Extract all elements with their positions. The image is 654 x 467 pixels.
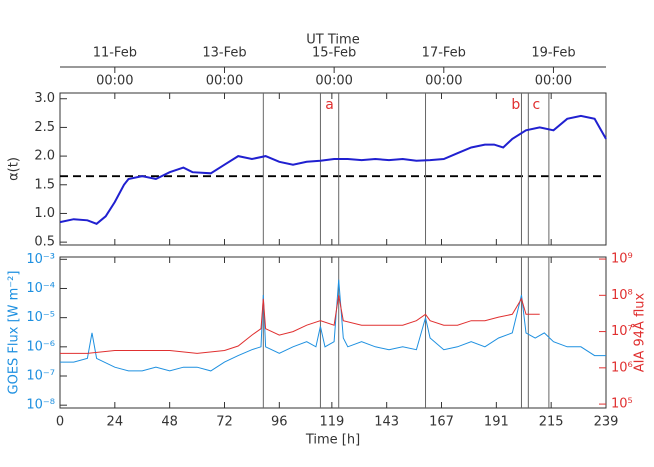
y-tick-label: 0.5 [34, 235, 55, 250]
x-tick-label: 48 [161, 415, 178, 430]
x-tick-label: 72 [216, 415, 233, 430]
series-line [60, 295, 540, 354]
top-tick-label: 15-Feb [312, 46, 356, 61]
y-tick-label: 10⁻⁷ [26, 369, 55, 384]
annotation: a [325, 97, 334, 113]
series-line [60, 279, 606, 372]
x-tick-label: 239 [594, 415, 619, 430]
x-tick-label: 0 [56, 415, 64, 430]
top-axis-label: UT Time [306, 33, 359, 48]
top-tick-sublabel: 00:00 [96, 74, 133, 89]
top-tick-sublabel: 00:00 [535, 74, 572, 89]
top-tick-sublabel: 00:00 [425, 74, 462, 89]
y2-tick-label: 10⁹ [611, 252, 633, 267]
x-tick-label: 119 [319, 415, 344, 430]
y-axis-label: GOES Flux [W m⁻²] [7, 271, 22, 395]
x-tick-label: 24 [107, 415, 124, 430]
y-tick-label: 10⁻⁵ [26, 310, 55, 325]
y-tick-label: 10⁻⁸ [26, 398, 55, 413]
y-tick-label: 10⁻⁴ [26, 281, 55, 296]
x-tick-label: 143 [374, 415, 399, 430]
top-tick-label: 11-Feb [93, 46, 137, 61]
y-tick-label: 3.0 [34, 91, 55, 106]
top-tick-sublabel: 00:00 [315, 74, 352, 89]
plot-frame [59, 256, 607, 409]
y-axis-label: α(t) [7, 157, 22, 181]
y-tick-label: 2.5 [34, 120, 55, 135]
y-tick-label: 1.5 [34, 177, 55, 192]
x-tick-label: 191 [484, 415, 509, 430]
top-tick-label: 17-Feb [422, 46, 466, 61]
x-tick-label: 167 [429, 415, 454, 430]
top-tick-sublabel: 00:00 [206, 74, 243, 89]
series-line [59, 114, 607, 225]
x-tick-label: 96 [271, 415, 288, 430]
y2-tick-label: 10⁶ [611, 360, 633, 375]
y2-axis-label: AIA 94Å flux [632, 292, 648, 372]
x-axis-label: Time [h] [305, 433, 360, 448]
top-tick-label: 19-Feb [531, 46, 575, 61]
y-tick-label: 2.0 [34, 149, 55, 164]
y2-tick-label: 10⁷ [611, 324, 633, 339]
y-tick-label: 1.0 [34, 206, 55, 221]
y-tick-label: 10⁻³ [26, 252, 55, 267]
x-tick-label: 215 [539, 415, 564, 430]
y-tick-label: 10⁻⁶ [26, 339, 55, 354]
annotation: c [532, 97, 540, 113]
annotation: b [511, 97, 520, 113]
plot-frame [59, 92, 607, 246]
top-tick-label: 13-Feb [202, 46, 246, 61]
y2-tick-label: 10⁸ [611, 288, 633, 303]
y2-tick-label: 10⁵ [611, 397, 633, 412]
